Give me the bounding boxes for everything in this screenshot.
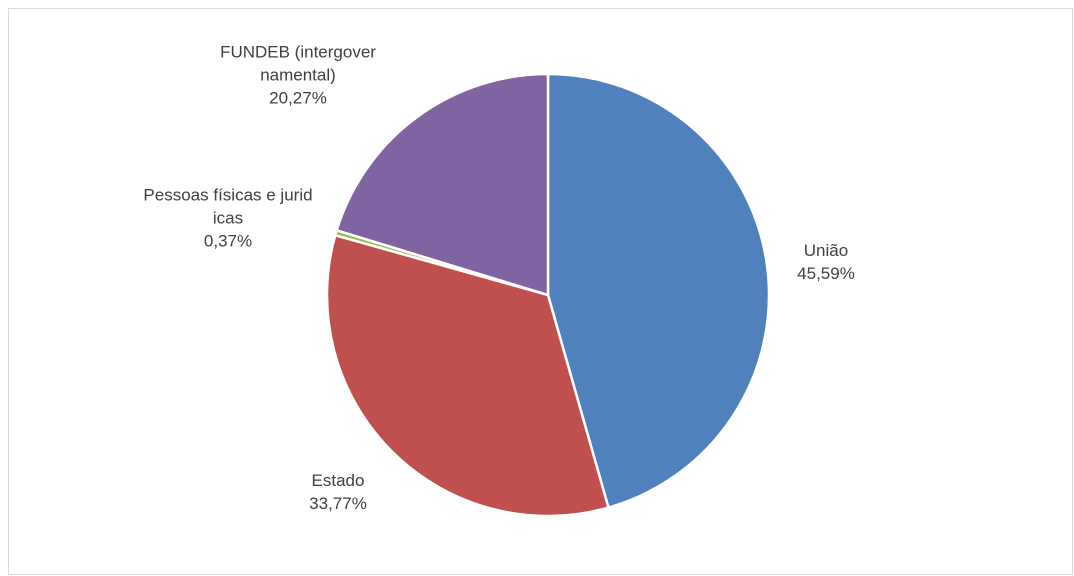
slice-label: Pessoas físicas e juridicas 0,37% <box>143 184 313 253</box>
value-label: 33,77% <box>309 494 367 513</box>
slice-label: FUNDEB (intergovernamental) 20,27% <box>218 41 378 110</box>
pie-slice <box>335 72 550 297</box>
category-label: Pessoas físicas e juridicas <box>143 185 313 228</box>
pie-slice <box>325 233 611 518</box>
value-label: 45,59% <box>797 264 855 283</box>
value-label: 0,37% <box>203 231 253 251</box>
category-label: FUNDEB (intergovernamental) <box>220 42 376 85</box>
category-label: Estado <box>311 471 365 490</box>
value-label: 20,27% <box>269 88 327 108</box>
slice-label: Estado 33,77% <box>278 469 398 515</box>
pie-slice <box>546 72 771 510</box>
category-label: União <box>803 241 849 260</box>
slice-label: União 45,59% <box>766 239 886 285</box>
